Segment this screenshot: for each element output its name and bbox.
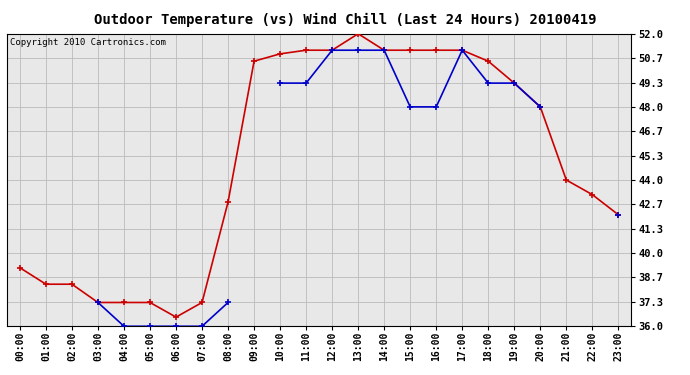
Text: Outdoor Temperature (vs) Wind Chill (Last 24 Hours) 20100419: Outdoor Temperature (vs) Wind Chill (Las… (94, 13, 596, 27)
Text: Copyright 2010 Cartronics.com: Copyright 2010 Cartronics.com (10, 38, 166, 47)
